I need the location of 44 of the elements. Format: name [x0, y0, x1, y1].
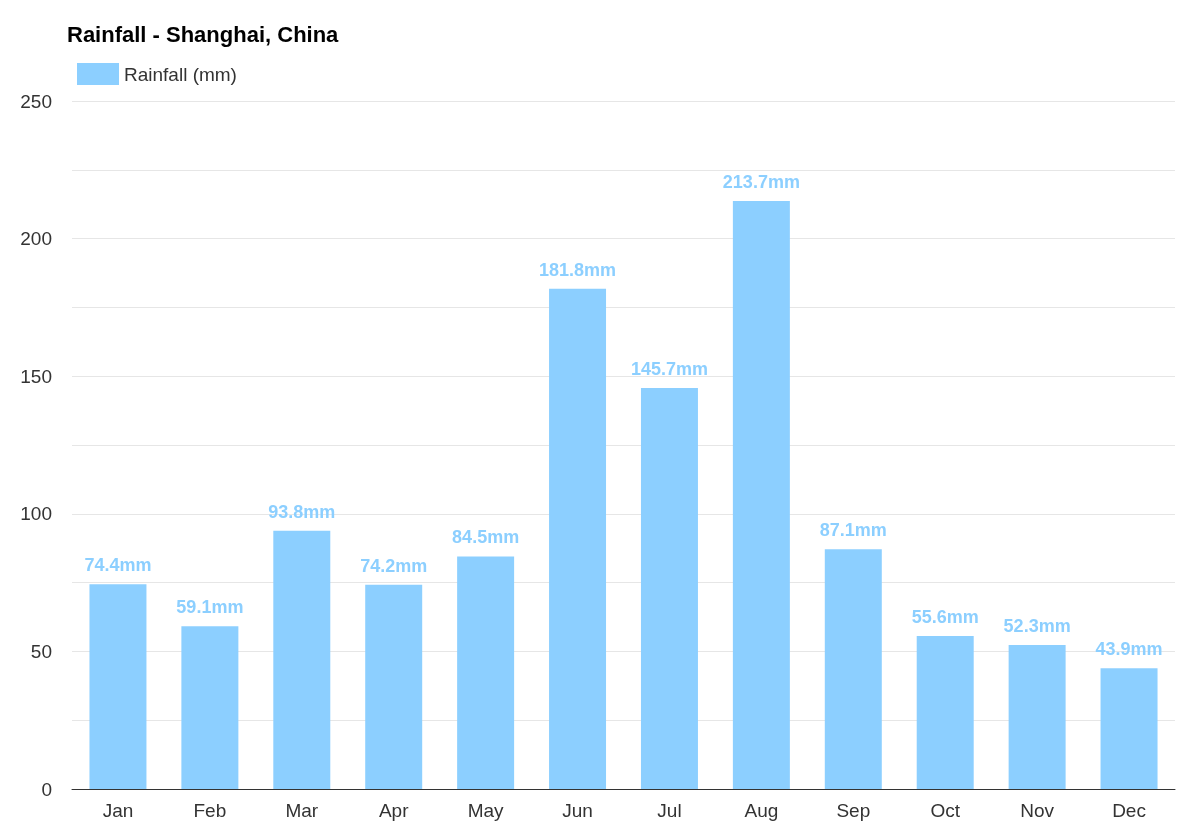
data-label: 43.9mm: [1095, 639, 1163, 660]
x-tick-label: Jun: [562, 800, 593, 821]
data-label: 55.6mm: [911, 606, 979, 627]
bar: [1008, 645, 1066, 789]
data-label: 52.3mm: [1003, 616, 1071, 637]
y-tick-label: 150: [20, 365, 52, 387]
x-tick-label: Sep: [836, 800, 871, 821]
x-tick-label: Jul: [657, 800, 682, 821]
x-tick-label: Feb: [193, 800, 227, 821]
x-tick-label: Nov: [1020, 800, 1055, 821]
y-tick-label: 0: [41, 778, 52, 800]
bar: [732, 200, 790, 789]
y-tick-label: 250: [20, 90, 52, 112]
legend-label: Rainfall (mm): [124, 63, 237, 85]
data-label: 84.5mm: [452, 527, 520, 548]
data-label: 93.8mm: [268, 501, 336, 522]
x-tick-label: May: [467, 800, 505, 821]
y-tick-label: 200: [20, 228, 52, 250]
bar: [640, 388, 698, 789]
data-label: 181.8mm: [539, 259, 617, 280]
data-label: 87.1mm: [819, 520, 887, 541]
data-label: 74.4mm: [84, 555, 152, 576]
bar: [89, 584, 147, 789]
bar: [824, 549, 882, 789]
x-tick-label: Oct: [930, 800, 961, 821]
data-label: 145.7mm: [630, 359, 708, 380]
bar: [549, 288, 607, 789]
bar: [457, 556, 515, 789]
x-tick-label: Mar: [285, 800, 319, 821]
bar: [181, 626, 239, 789]
x-tick-label: Dec: [1112, 800, 1146, 821]
bar: [1100, 668, 1158, 789]
data-label: 59.1mm: [176, 597, 244, 618]
bar: [916, 635, 974, 789]
x-tick-label: Aug: [744, 800, 779, 821]
data-label: 213.7mm: [722, 171, 800, 192]
y-tick-label: 100: [20, 503, 52, 525]
chart-title: Rainfall - Shanghai, China: [67, 21, 340, 47]
bar: [365, 584, 423, 789]
x-tick-label: Apr: [378, 800, 410, 821]
bar: [273, 530, 331, 789]
x-tick-label: Jan: [102, 800, 134, 821]
data-label: 74.2mm: [360, 555, 428, 576]
y-tick-label: 50: [30, 640, 52, 662]
